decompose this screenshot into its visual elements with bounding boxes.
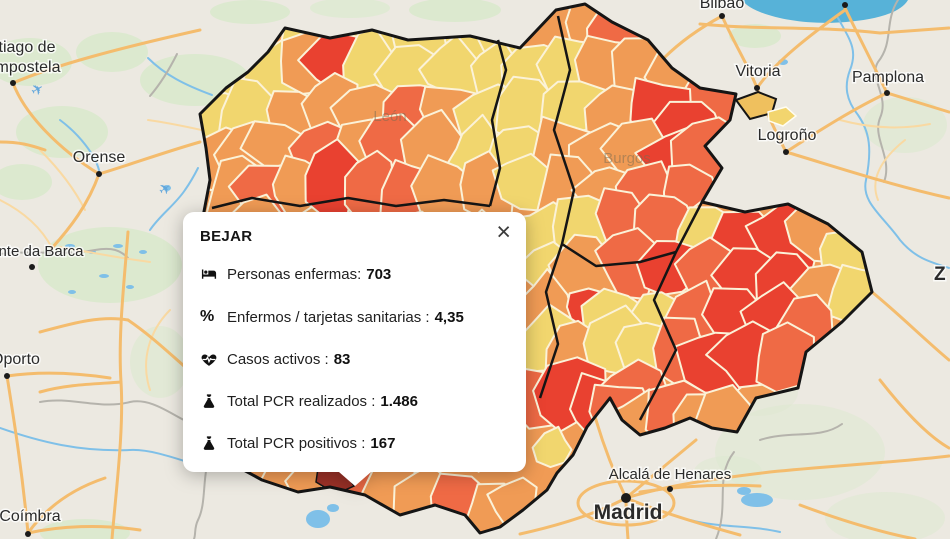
city-label: Z: [934, 264, 946, 285]
roads: [0, 6, 950, 539]
city-label: Madrid: [594, 501, 663, 524]
stat-row-pcr-realizados: Total PCR realizados : 1.486: [200, 393, 506, 410]
city-label: Coímbra: [0, 508, 61, 525]
city-label: Bilbao: [700, 0, 745, 12]
city-dot: [842, 2, 848, 8]
city-label: Orense: [73, 149, 126, 166]
city-dot: [621, 493, 631, 503]
province-borders: [211, 15, 704, 421]
stat-value: 4,35: [434, 308, 464, 326]
small-enclave[interactable]: [767, 106, 798, 127]
city-dot: [719, 13, 725, 19]
stat-value: 83: [333, 351, 351, 368]
city-dot: [10, 80, 16, 86]
stat-label: Total PCR realizados :: [227, 393, 376, 410]
city-label: Oporto: [0, 351, 40, 368]
city-dot: [667, 486, 673, 492]
city-dot: [4, 373, 10, 379]
city-dot: [754, 85, 760, 91]
city-label: nte da Barca: [0, 243, 84, 260]
lakes: [65, 59, 788, 528]
city-dot: [783, 149, 789, 155]
stat-value: 1.486: [380, 393, 418, 410]
flask-icon: [203, 436, 215, 450]
ghost-city-label: Burgos: [603, 150, 651, 167]
stat-row-personas: Personas enfermas: 703: [200, 266, 506, 283]
bed-icon: [201, 269, 217, 279]
stat-row-tarjetas: % Enfermos / tarjetas sanitarias : 4,35: [200, 308, 506, 326]
city-label: Pamplona: [852, 69, 924, 86]
stat-label: Total PCR positivos :: [227, 435, 366, 452]
city-label: Alcalá de Henares: [609, 466, 732, 483]
flask-icon: [203, 394, 215, 408]
health-zone[interactable]: [531, 425, 573, 469]
city-dot: [884, 90, 890, 96]
city-label: Logroño: [758, 127, 817, 144]
city-dot: [25, 531, 31, 537]
zone-info-popup: BEJAR × Personas enfermas: 703 % Enfermo…: [183, 212, 526, 486]
rivers: [0, 17, 950, 533]
city-dot: [29, 264, 35, 270]
city-dot: [96, 171, 102, 177]
sea: [742, 0, 908, 23]
close-icon[interactable]: ×: [496, 218, 511, 246]
stat-label: Casos activos :: [227, 351, 329, 368]
trevino-enclave[interactable]: [734, 90, 778, 121]
city-label: tiago de: [0, 39, 56, 56]
stat-row-activos: Casos activos : 83: [200, 351, 506, 368]
region-outline: [190, 2, 874, 535]
heart-pulse-icon: [201, 354, 217, 366]
city-label: mpostela: [0, 59, 61, 76]
ghost-city-label: León: [373, 108, 406, 125]
popup-title: BEJAR: [200, 228, 253, 245]
stat-value: 703: [366, 266, 392, 283]
stat-label: Enfermos / tarjetas sanitarias :: [227, 308, 430, 326]
stat-value: 167: [370, 435, 396, 452]
city-label: Vitoria: [735, 63, 780, 80]
stat-row-pcr-positivos: Total PCR positivos : 167: [200, 435, 506, 452]
stat-label: Personas enfermas:: [227, 266, 362, 283]
minor-roads: [0, 119, 931, 391]
percent-icon: %: [200, 308, 215, 325]
